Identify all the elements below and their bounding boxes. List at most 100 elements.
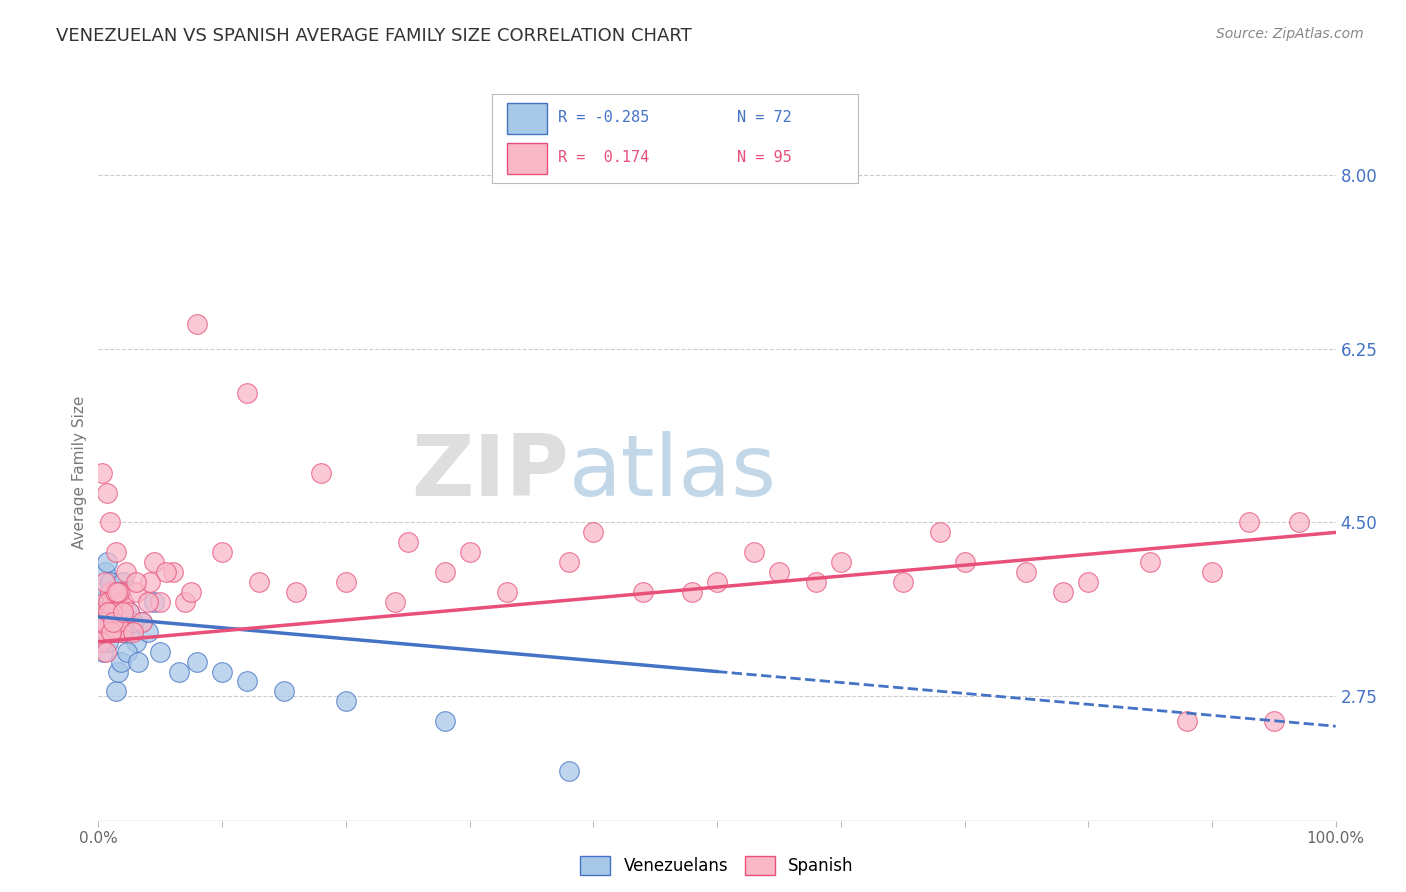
Text: Source: ZipAtlas.com: Source: ZipAtlas.com bbox=[1216, 27, 1364, 41]
Point bbox=[458, 545, 481, 559]
Point bbox=[101, 615, 124, 629]
Point bbox=[104, 545, 127, 559]
Point bbox=[103, 605, 125, 619]
Point bbox=[94, 624, 117, 639]
Point bbox=[112, 605, 135, 619]
Point bbox=[180, 585, 202, 599]
Point bbox=[93, 565, 115, 579]
Point bbox=[174, 595, 197, 609]
Point bbox=[98, 575, 121, 590]
Point bbox=[110, 655, 132, 669]
Point bbox=[93, 615, 115, 629]
Text: ZIP: ZIP bbox=[411, 431, 568, 515]
Point bbox=[104, 624, 127, 639]
Point bbox=[97, 605, 120, 619]
Point bbox=[706, 575, 728, 590]
Point bbox=[108, 585, 131, 599]
Point bbox=[100, 624, 122, 639]
Point bbox=[91, 615, 114, 629]
Point bbox=[98, 605, 121, 619]
Point bbox=[384, 595, 406, 609]
Point bbox=[309, 466, 332, 480]
Point bbox=[104, 624, 127, 639]
Point bbox=[131, 615, 153, 629]
Point bbox=[136, 595, 159, 609]
Point bbox=[107, 605, 129, 619]
Point bbox=[335, 575, 357, 590]
Point bbox=[114, 615, 136, 629]
Point bbox=[557, 555, 579, 569]
Text: R = -0.285: R = -0.285 bbox=[558, 111, 650, 125]
Point bbox=[93, 605, 115, 619]
Point bbox=[96, 595, 118, 609]
Point bbox=[928, 525, 950, 540]
Point bbox=[98, 516, 121, 530]
Point bbox=[105, 595, 128, 609]
Point bbox=[98, 605, 121, 619]
Point bbox=[112, 595, 135, 609]
Point bbox=[742, 545, 765, 559]
FancyBboxPatch shape bbox=[506, 103, 547, 134]
Text: atlas: atlas bbox=[568, 431, 776, 515]
Point bbox=[103, 585, 125, 599]
Point bbox=[103, 615, 125, 629]
Point bbox=[90, 595, 112, 609]
Point bbox=[103, 585, 125, 599]
Point bbox=[101, 585, 124, 599]
Point bbox=[101, 595, 124, 609]
Point bbox=[335, 694, 357, 708]
Point bbox=[557, 764, 579, 778]
FancyBboxPatch shape bbox=[506, 143, 547, 174]
Point bbox=[211, 545, 233, 559]
Point bbox=[94, 605, 117, 619]
Point bbox=[107, 665, 129, 679]
Point bbox=[122, 624, 145, 639]
Point bbox=[1077, 575, 1099, 590]
Point bbox=[110, 585, 132, 599]
Point bbox=[96, 605, 118, 619]
Point bbox=[101, 605, 124, 619]
Point bbox=[91, 615, 114, 629]
Point bbox=[1201, 565, 1223, 579]
Point bbox=[107, 615, 129, 629]
Point bbox=[90, 634, 112, 648]
Point bbox=[112, 575, 135, 590]
Point bbox=[103, 615, 125, 629]
Point bbox=[97, 615, 120, 629]
Point bbox=[1015, 565, 1038, 579]
Point bbox=[112, 595, 135, 609]
Point bbox=[139, 575, 162, 590]
Point bbox=[96, 555, 118, 569]
Point bbox=[104, 684, 127, 698]
Point bbox=[155, 565, 177, 579]
Point bbox=[110, 624, 132, 639]
Point bbox=[93, 575, 115, 590]
Point bbox=[891, 575, 914, 590]
Point bbox=[122, 615, 145, 629]
Point bbox=[103, 605, 125, 619]
Point bbox=[1139, 555, 1161, 569]
Point bbox=[90, 634, 112, 648]
Point bbox=[1052, 585, 1074, 599]
Point bbox=[94, 615, 117, 629]
Point bbox=[100, 624, 122, 639]
Point bbox=[97, 595, 120, 609]
Point bbox=[100, 624, 122, 639]
Point bbox=[162, 565, 184, 579]
Point bbox=[103, 605, 125, 619]
Point bbox=[100, 624, 122, 639]
Point bbox=[127, 655, 149, 669]
Text: VENEZUELAN VS SPANISH AVERAGE FAMILY SIZE CORRELATION CHART: VENEZUELAN VS SPANISH AVERAGE FAMILY SIZ… bbox=[56, 27, 692, 45]
Point bbox=[433, 714, 456, 729]
Point bbox=[93, 645, 115, 659]
Point bbox=[93, 615, 115, 629]
Point bbox=[101, 595, 124, 609]
Point bbox=[100, 624, 122, 639]
Point bbox=[110, 615, 132, 629]
Point bbox=[143, 555, 166, 569]
Point bbox=[149, 645, 172, 659]
Y-axis label: Average Family Size: Average Family Size bbox=[72, 396, 87, 549]
Point bbox=[124, 575, 146, 590]
Point bbox=[94, 645, 117, 659]
Point bbox=[124, 634, 146, 648]
